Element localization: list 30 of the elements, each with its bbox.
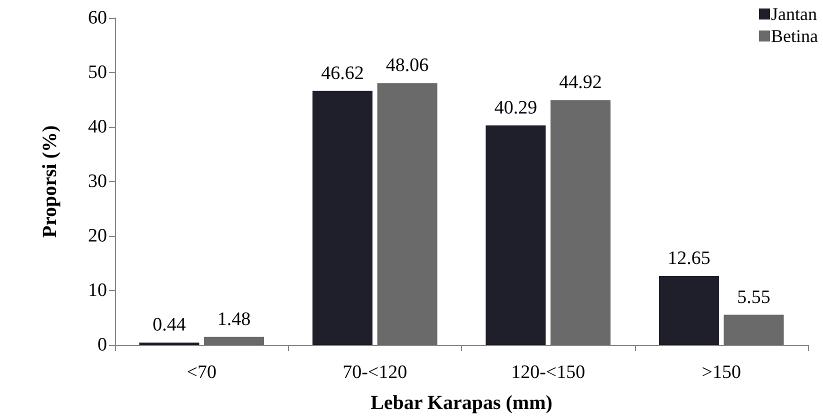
data-label: 46.62: [321, 62, 364, 84]
data-label: 44.92: [559, 72, 602, 94]
data-label: 5.55: [737, 286, 770, 308]
x-tick-label: >150: [702, 362, 741, 383]
bar: [486, 125, 546, 345]
y-tick-label: 10: [88, 280, 107, 301]
x-tick-label: <70: [186, 362, 216, 383]
legend-label: Betina: [771, 26, 818, 46]
y-tick-label: 30: [88, 171, 107, 192]
y-tick-label: 60: [88, 8, 107, 28]
bar: [550, 100, 611, 345]
x-axis-title: Lebar Karapas (mm): [370, 392, 552, 414]
y-tick-label: 50: [88, 62, 107, 83]
y-axis-title: Proporsi (%): [39, 125, 61, 238]
data-label: 40.29: [494, 97, 538, 118]
y-tick-label: 20: [88, 226, 107, 246]
data-label: 48.06: [386, 55, 429, 76]
legend-label: Jantan: [771, 4, 817, 24]
bar: [724, 314, 784, 345]
bar: [312, 90, 372, 345]
data-label: 1.48: [217, 308, 251, 330]
data-label: 0.44: [152, 314, 186, 336]
bar: [204, 336, 264, 345]
y-tick-label: 40: [88, 116, 107, 138]
y-tick-label: 0: [98, 334, 107, 356]
bar: [658, 276, 719, 345]
x-tick-label: 120-<150: [511, 362, 586, 383]
x-tick-label: 70-<120: [342, 362, 408, 383]
bar: [377, 83, 438, 345]
data-label: 12.65: [668, 248, 710, 270]
